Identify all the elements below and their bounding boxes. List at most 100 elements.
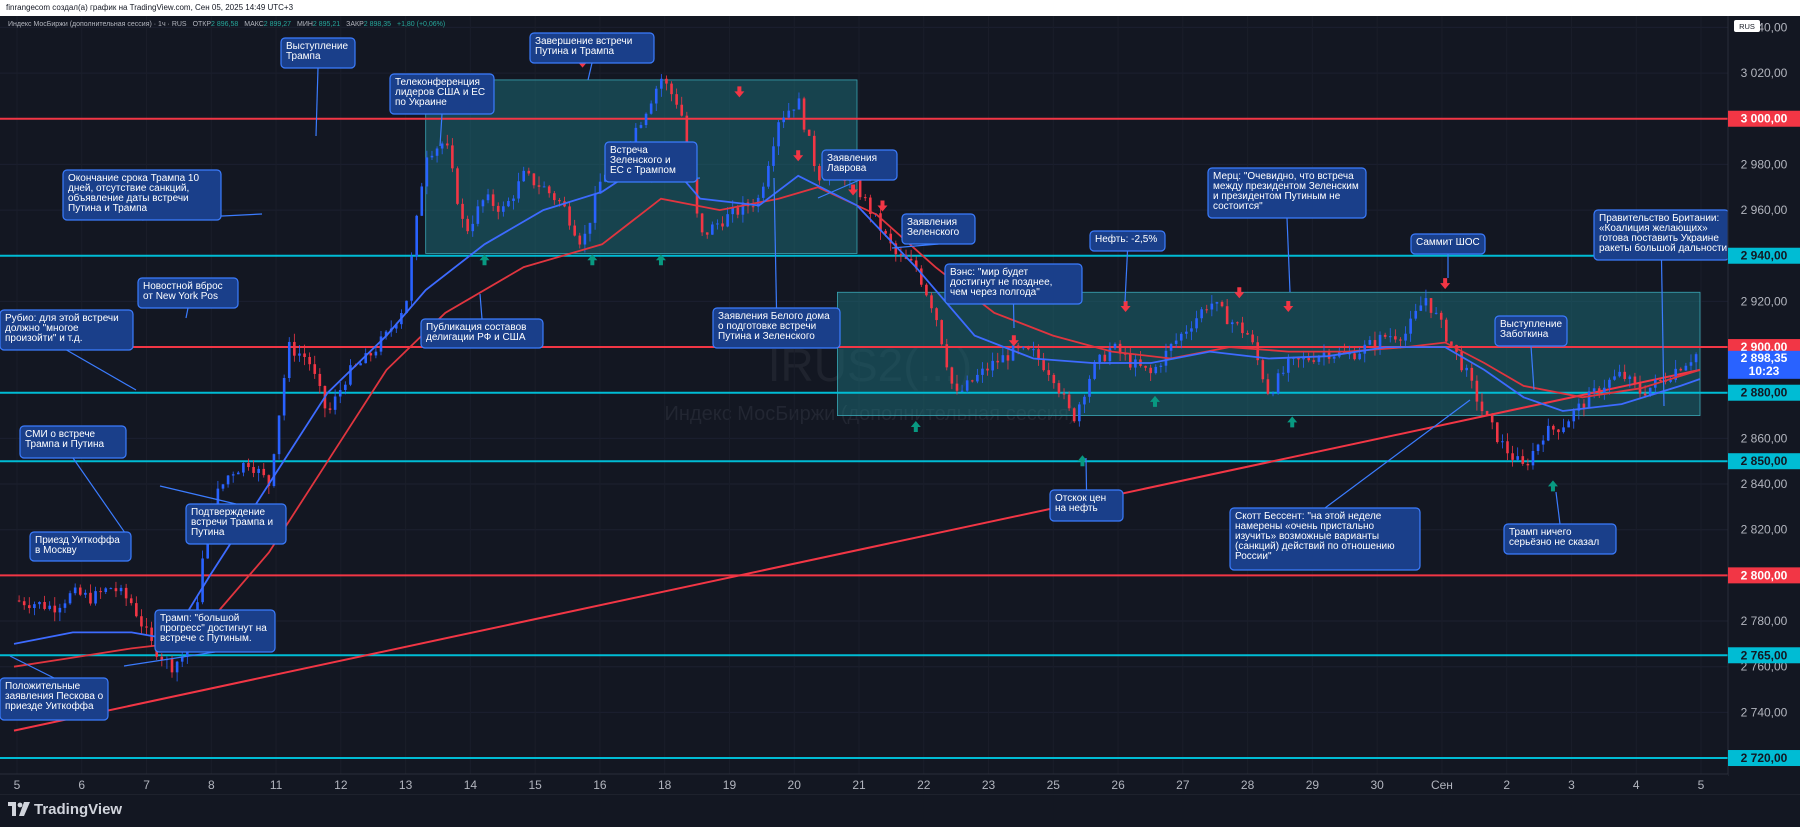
candle-body — [359, 363, 362, 366]
arrow-down-icon[interactable] — [848, 184, 859, 196]
annotation-note[interactable]: Правительство Британии:«Коалиция желающи… — [1593, 209, 1730, 261]
annotation-box[interactable] — [29, 531, 132, 562]
arrow-up-icon[interactable] — [910, 420, 921, 432]
candle-body — [670, 83, 673, 95]
annotation-box[interactable] — [944, 263, 1083, 305]
arrow-down-icon[interactable] — [1008, 335, 1019, 347]
annotation-box[interactable] — [1494, 315, 1568, 347]
annotation-note[interactable]: Саммит ШОС — [1410, 233, 1486, 255]
range-zone[interactable] — [836, 291, 1701, 416]
callout-leader — [315, 67, 319, 137]
annotation-box[interactable] — [19, 425, 127, 459]
arrow-down-icon[interactable] — [1283, 300, 1294, 312]
annotation-box[interactable] — [1503, 523, 1617, 555]
arrow-up-icon[interactable] — [1077, 455, 1088, 467]
arrow-down-icon[interactable] — [734, 86, 745, 98]
price-chart[interactable]: IRUS2(...) Индекс МосБиржи (дополнительн… — [0, 16, 1800, 794]
arrow-up-icon[interactable] — [479, 254, 490, 266]
candle-body — [1388, 336, 1392, 338]
arrow-up-icon[interactable] — [1149, 395, 1160, 407]
moving-average-slow[interactable] — [13, 186, 1701, 668]
currency-badge[interactable] — [1734, 20, 1760, 32]
annotation-box[interactable] — [604, 141, 698, 183]
annotation-box[interactable] — [901, 213, 976, 245]
price-tick-label: 2 920,00 — [1741, 294, 1788, 308]
annotation-box[interactable] — [1410, 233, 1486, 255]
annotation-text: дней, отсутствие санкций, — [68, 183, 189, 194]
arrow-up-icon[interactable] — [655, 254, 666, 266]
candle-body — [313, 364, 317, 374]
candle-body — [517, 181, 520, 199]
chart-area[interactable]: IRUS2(...) Индекс МосБиржи (дополнительн… — [0, 16, 1800, 794]
candle-body — [1220, 302, 1224, 307]
trend-line[interactable] — [13, 368, 1701, 732]
moving-average-fast[interactable] — [13, 151, 1701, 645]
legend-open-value: 2 896,58 — [211, 21, 238, 28]
annotation-box[interactable] — [1089, 230, 1166, 252]
annotation-box[interactable] — [389, 73, 495, 115]
arrow-down-icon[interactable] — [793, 150, 804, 162]
candle-body — [1434, 312, 1438, 314]
annotation-box[interactable] — [821, 149, 898, 181]
candle-body — [318, 373, 322, 387]
annotation-note[interactable]: Нефть: -2,5% — [1089, 230, 1166, 252]
annotation-box[interactable] — [137, 277, 239, 309]
callout-leader — [587, 62, 593, 81]
time-axis[interactable] — [0, 774, 1728, 794]
arrow-down-icon[interactable] — [1440, 278, 1451, 290]
candle-body — [1098, 354, 1102, 363]
annotation-box[interactable] — [1229, 507, 1421, 571]
arrow-down-icon[interactable] — [1234, 287, 1245, 299]
annotation-box[interactable] — [420, 318, 544, 349]
candle-body — [216, 488, 220, 508]
candle-body — [451, 145, 454, 169]
arrow-down-icon[interactable] — [877, 200, 888, 212]
candle-body — [486, 194, 490, 201]
annotation-box[interactable] — [1049, 489, 1124, 522]
annotation-box[interactable] — [154, 609, 276, 653]
annotation-text: в Москву — [35, 545, 77, 556]
annotation-box[interactable] — [0, 309, 134, 351]
annotation-text: Публикация составов — [426, 321, 526, 333]
arrow-down-icon[interactable] — [1120, 300, 1131, 312]
price-axis[interactable] — [1728, 16, 1800, 794]
arrow-up-icon[interactable] — [587, 254, 598, 266]
candle-body — [1353, 353, 1356, 360]
candle-body — [1261, 360, 1265, 380]
annotation-box[interactable] — [529, 32, 655, 64]
tradingview-logo[interactable]: TradingView — [8, 801, 122, 818]
annotation-box[interactable] — [62, 169, 222, 221]
annotation-box[interactable] — [185, 503, 287, 545]
arrow-up-icon[interactable] — [1547, 480, 1558, 492]
candle-body — [863, 197, 867, 199]
candle-body — [104, 588, 108, 592]
arrow-up-icon[interactable] — [1287, 416, 1298, 428]
annotation-box[interactable] — [1207, 167, 1367, 219]
annotation-box[interactable] — [280, 37, 356, 69]
annotation-box[interactable] — [0, 677, 109, 721]
annotation-box[interactable] — [712, 307, 841, 349]
svg-text:Индекс МосБиржи (дополнительна: Индекс МосБиржи (дополнительная сессия) … — [8, 21, 445, 28]
